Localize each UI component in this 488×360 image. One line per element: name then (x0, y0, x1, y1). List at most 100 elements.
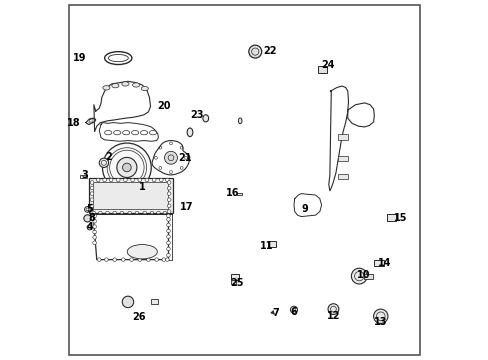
Text: 22: 22 (263, 46, 277, 56)
Circle shape (167, 181, 171, 184)
Circle shape (165, 258, 169, 261)
Circle shape (90, 198, 94, 202)
Circle shape (109, 178, 113, 182)
Text: 20: 20 (157, 102, 170, 112)
Bar (237, 193, 241, 195)
Circle shape (164, 151, 177, 164)
Circle shape (90, 204, 94, 208)
Circle shape (327, 304, 338, 315)
Circle shape (150, 211, 153, 215)
Circle shape (156, 211, 160, 215)
Text: 11: 11 (260, 241, 273, 251)
Circle shape (129, 258, 133, 261)
Bar (337, 174, 348, 179)
Circle shape (146, 258, 150, 261)
Polygon shape (93, 214, 168, 260)
Circle shape (113, 211, 116, 215)
Circle shape (166, 235, 170, 238)
Circle shape (84, 207, 90, 212)
Circle shape (92, 211, 96, 215)
Circle shape (165, 178, 169, 182)
Ellipse shape (141, 86, 148, 91)
Bar (337, 156, 348, 161)
Text: 4: 4 (87, 222, 94, 232)
Text: 12: 12 (326, 311, 340, 320)
Ellipse shape (113, 131, 121, 135)
Circle shape (166, 214, 170, 218)
Text: 5: 5 (86, 204, 93, 215)
Text: 6: 6 (290, 307, 297, 316)
Circle shape (167, 204, 171, 208)
Circle shape (117, 157, 137, 177)
Polygon shape (99, 123, 158, 141)
Text: 1: 1 (139, 182, 145, 192)
Text: 15: 15 (393, 213, 407, 222)
Bar (363, 274, 372, 279)
Polygon shape (152, 141, 189, 175)
Circle shape (93, 235, 96, 239)
Circle shape (121, 258, 125, 261)
Text: 3: 3 (81, 170, 88, 180)
Text: 8: 8 (88, 213, 95, 223)
Circle shape (93, 214, 96, 218)
Bar (80, 175, 86, 178)
Bar (230, 280, 236, 284)
Text: 14: 14 (378, 258, 391, 268)
Ellipse shape (104, 51, 132, 64)
Circle shape (102, 143, 151, 192)
Circle shape (138, 258, 142, 261)
Circle shape (123, 178, 127, 182)
Circle shape (135, 211, 139, 215)
Circle shape (99, 211, 102, 215)
Circle shape (166, 229, 170, 233)
Ellipse shape (122, 82, 129, 86)
Circle shape (93, 220, 96, 223)
Circle shape (138, 178, 142, 182)
Circle shape (167, 210, 171, 213)
Bar (386, 214, 395, 221)
Circle shape (142, 211, 146, 215)
Bar (373, 260, 383, 266)
Text: 24: 24 (320, 60, 334, 70)
Circle shape (87, 225, 92, 230)
Text: 17: 17 (180, 202, 193, 212)
Circle shape (166, 247, 170, 251)
Ellipse shape (131, 131, 139, 135)
Circle shape (90, 210, 94, 213)
Circle shape (166, 218, 170, 221)
Circle shape (131, 178, 134, 182)
Circle shape (93, 225, 96, 228)
Circle shape (102, 178, 106, 182)
Text: 10: 10 (356, 270, 369, 280)
Ellipse shape (203, 115, 208, 122)
Text: 18: 18 (67, 118, 81, 128)
Circle shape (122, 163, 131, 172)
Text: 16: 16 (226, 188, 239, 198)
Circle shape (90, 192, 94, 195)
Circle shape (167, 198, 171, 202)
Circle shape (373, 309, 387, 323)
Circle shape (116, 178, 120, 182)
Ellipse shape (187, 128, 192, 136)
Text: 2: 2 (104, 152, 111, 162)
Circle shape (120, 211, 123, 215)
Circle shape (167, 192, 171, 195)
Polygon shape (168, 214, 172, 260)
Circle shape (163, 211, 166, 215)
Polygon shape (94, 81, 150, 132)
Polygon shape (328, 86, 348, 191)
Text: 19: 19 (73, 53, 86, 63)
Circle shape (122, 296, 133, 308)
Circle shape (152, 178, 156, 182)
Ellipse shape (149, 131, 156, 135)
Circle shape (145, 178, 148, 182)
Bar (150, 300, 158, 304)
Circle shape (155, 258, 158, 261)
Circle shape (93, 241, 96, 244)
Circle shape (83, 215, 91, 222)
Circle shape (99, 158, 108, 167)
Circle shape (113, 258, 116, 261)
Bar (318, 66, 326, 73)
Circle shape (90, 186, 94, 190)
Bar (267, 241, 275, 247)
